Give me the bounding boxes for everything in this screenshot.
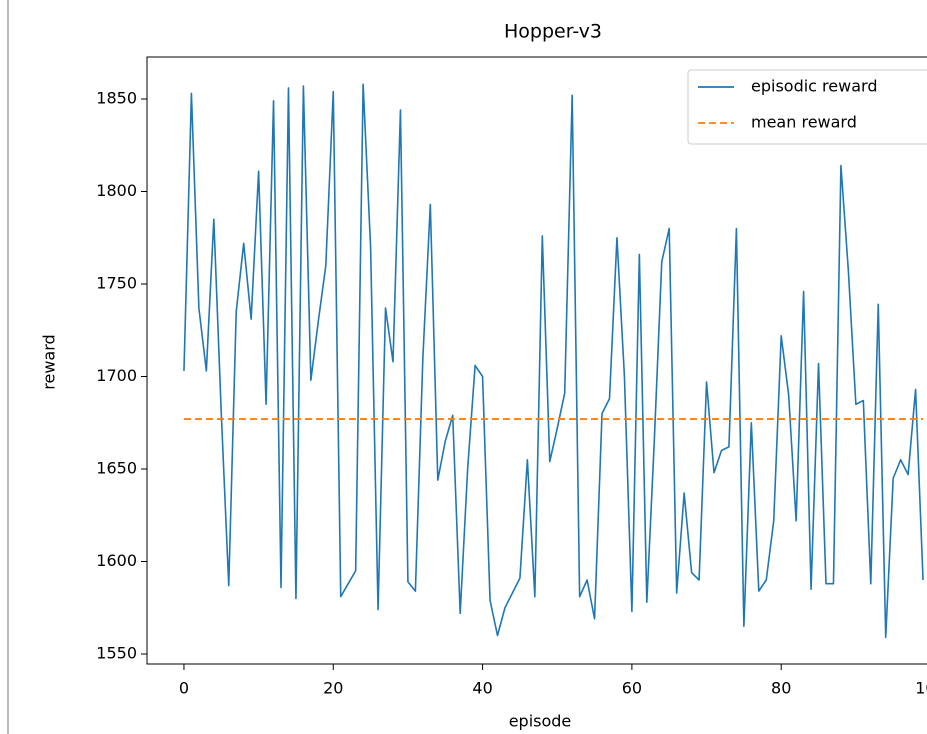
y-axis-label: reward [40, 334, 59, 389]
x-tick-label: 0 [179, 679, 189, 698]
legend-label: episodic reward [751, 77, 877, 96]
x-tick-label: 40 [472, 679, 492, 698]
x-tick-label: 80 [771, 679, 791, 698]
y-tick-label: 1750 [96, 274, 137, 293]
y-tick-label: 1550 [96, 644, 137, 663]
legend-box [687, 69, 927, 145]
x-axis-label: episode [509, 712, 572, 731]
data-line [183, 83, 924, 639]
y-tick-label: 1600 [96, 551, 137, 570]
x-tick-label: 60 [622, 679, 642, 698]
y-tick-label: 1800 [96, 181, 137, 200]
plot-frame [146, 56, 927, 665]
x-tick-label: 100 [915, 679, 927, 698]
x-tick-label: 20 [323, 679, 343, 698]
y-tick-label: 1700 [96, 366, 137, 385]
y-tick-label: 1650 [96, 459, 137, 478]
legend-label: mean reward [751, 113, 857, 132]
chart-title: Hopper-v3 [504, 21, 602, 43]
y-tick-label: 1850 [96, 88, 137, 107]
